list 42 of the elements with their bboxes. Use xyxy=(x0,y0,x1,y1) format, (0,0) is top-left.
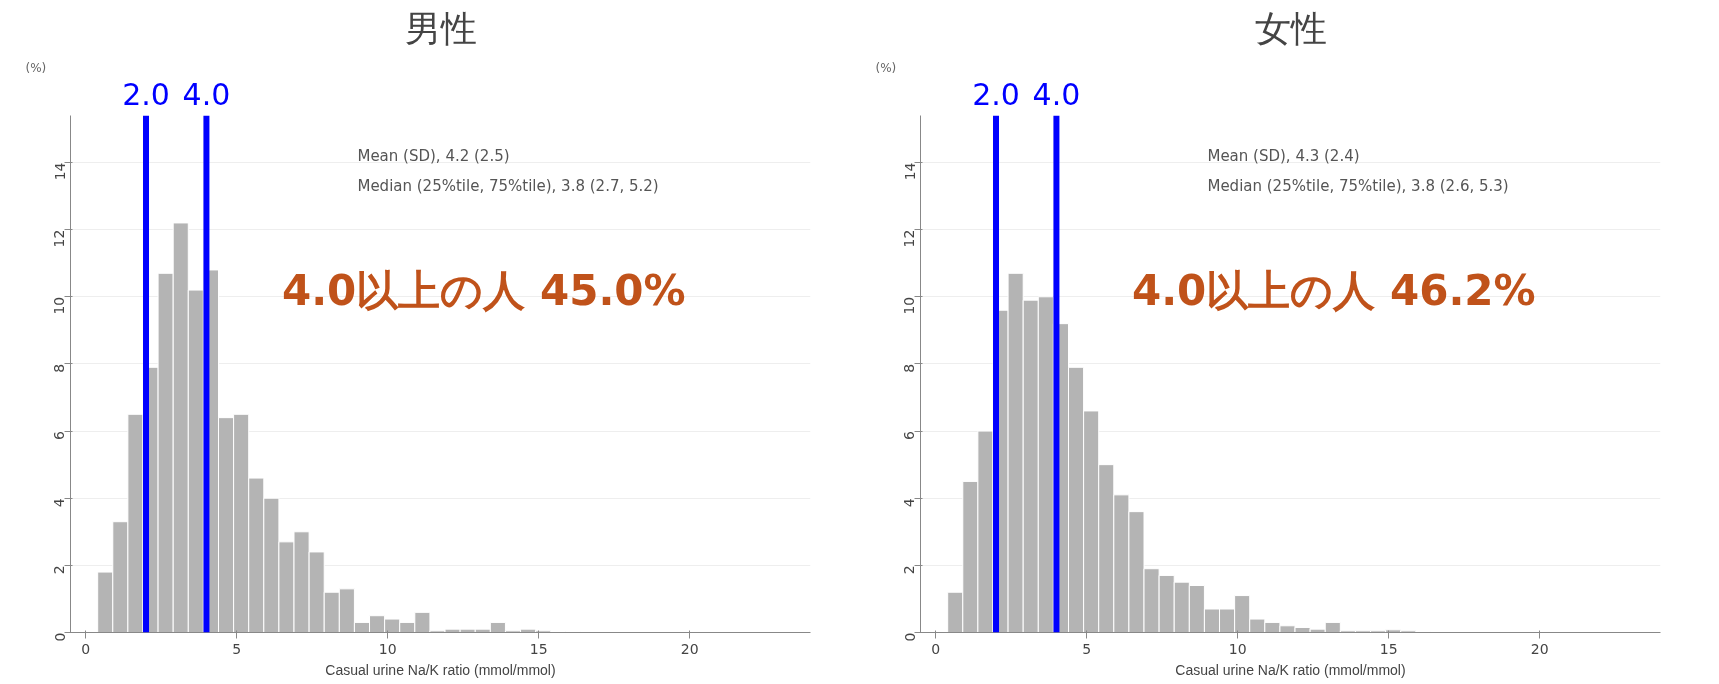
annotation: Median (25%tile, 75%tile), 3.8 (2.6, 5.3) xyxy=(1207,177,1509,195)
ref-line-label: 4.0 xyxy=(1032,76,1081,112)
x-axis-title: Casual urine Na/K ratio (mmol/mmol) xyxy=(325,661,556,678)
y-tick-label: 0 xyxy=(901,632,918,642)
y-tick-label: 14 xyxy=(51,162,68,181)
x-tick-label: 20 xyxy=(680,640,699,657)
annotation: 4.0以上の人 45.0% xyxy=(281,265,686,315)
y-tick-label: 12 xyxy=(901,229,918,248)
y-tick-label: 2 xyxy=(51,565,68,575)
x-tick-label: 15 xyxy=(1379,640,1398,657)
x-tick-label: 0 xyxy=(81,640,91,657)
y-tick-label: 6 xyxy=(901,430,918,440)
x-tick-label: 5 xyxy=(1082,640,1092,657)
y-tick-label: 2 xyxy=(901,565,918,575)
x-tick-label: 0 xyxy=(931,640,941,657)
y-axis-title: (%) xyxy=(875,60,897,75)
chart-title: 女性 xyxy=(1254,7,1327,49)
y-tick-label: 8 xyxy=(51,363,68,373)
y-tick-label: 12 xyxy=(51,229,68,248)
y-tick-label: 4 xyxy=(901,498,918,508)
annotation: Mean (SD), 4.3 (2.4) xyxy=(1207,146,1360,165)
ref-line-label: 2.0 xyxy=(122,76,170,112)
y-tick-label: 4 xyxy=(51,498,68,508)
y-tick-label: 14 xyxy=(901,162,918,181)
ref-line-label: 2.0 xyxy=(972,76,1020,112)
y-tick-label: 0 xyxy=(51,632,68,642)
annotation: 4.0以上の人 46.2% xyxy=(1131,265,1536,315)
y-tick-label: 10 xyxy=(901,296,918,315)
x-tick-label: 5 xyxy=(232,640,242,657)
x-tick-label: 10 xyxy=(1228,640,1247,657)
x-tick-label: 10 xyxy=(378,640,397,657)
y-tick-label: 6 xyxy=(51,430,68,440)
x-axis-title: Casual urine Na/K ratio (mmol/mmol) xyxy=(1175,661,1406,678)
y-axis-title: (%) xyxy=(25,60,47,75)
ref-line-label: 4.0 xyxy=(182,76,231,112)
annotation: Mean (SD), 4.2 (2.5) xyxy=(357,146,510,165)
x-tick-label: 15 xyxy=(529,640,548,657)
annotation: Median (25%tile, 75%tile), 3.8 (2.7, 5.2) xyxy=(357,177,659,195)
y-tick-label: 8 xyxy=(901,363,918,373)
y-tick-label: 10 xyxy=(51,296,68,315)
chart-title: 男性 xyxy=(404,7,477,49)
x-tick-label: 20 xyxy=(1530,640,1549,657)
